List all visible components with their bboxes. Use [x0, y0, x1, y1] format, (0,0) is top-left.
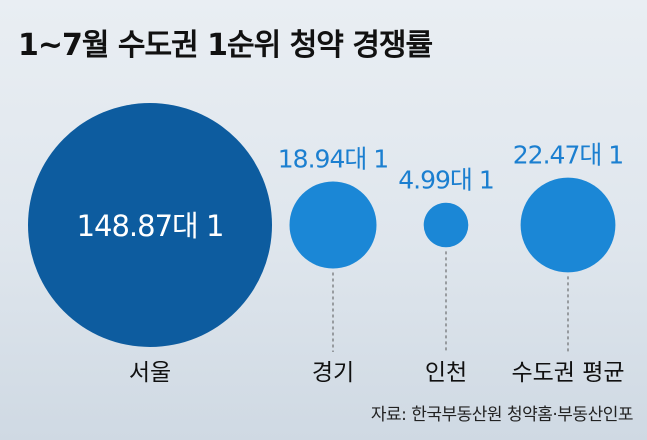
value-label-0: 148.87대 1	[77, 209, 224, 243]
bubble-0	[28, 103, 272, 347]
value-label-2: 4.99대 1	[398, 166, 494, 195]
category-label-3: 수도권 평균	[511, 360, 624, 386]
category-label-0: 서울	[129, 360, 171, 386]
category-label-1: 경기	[312, 360, 354, 386]
bubble-2	[423, 202, 469, 248]
bubble-1	[289, 181, 377, 269]
bubble-3	[520, 177, 616, 273]
source-note: 자료: 한국부동산원 청약홈·부동산인포	[370, 405, 634, 425]
bubbles-group: 148.87대 1 서울 18.94대 1 경기 4.99대 1 인천 22.47대 1 수도…	[28, 103, 625, 386]
value-label-3: 22.47대 1	[513, 141, 623, 170]
chart-title: 1~7월 수도권 1순위 청약 경쟁률	[18, 28, 433, 63]
category-label-2: 인천	[425, 360, 467, 386]
value-label-1: 18.94대 1	[278, 144, 388, 173]
